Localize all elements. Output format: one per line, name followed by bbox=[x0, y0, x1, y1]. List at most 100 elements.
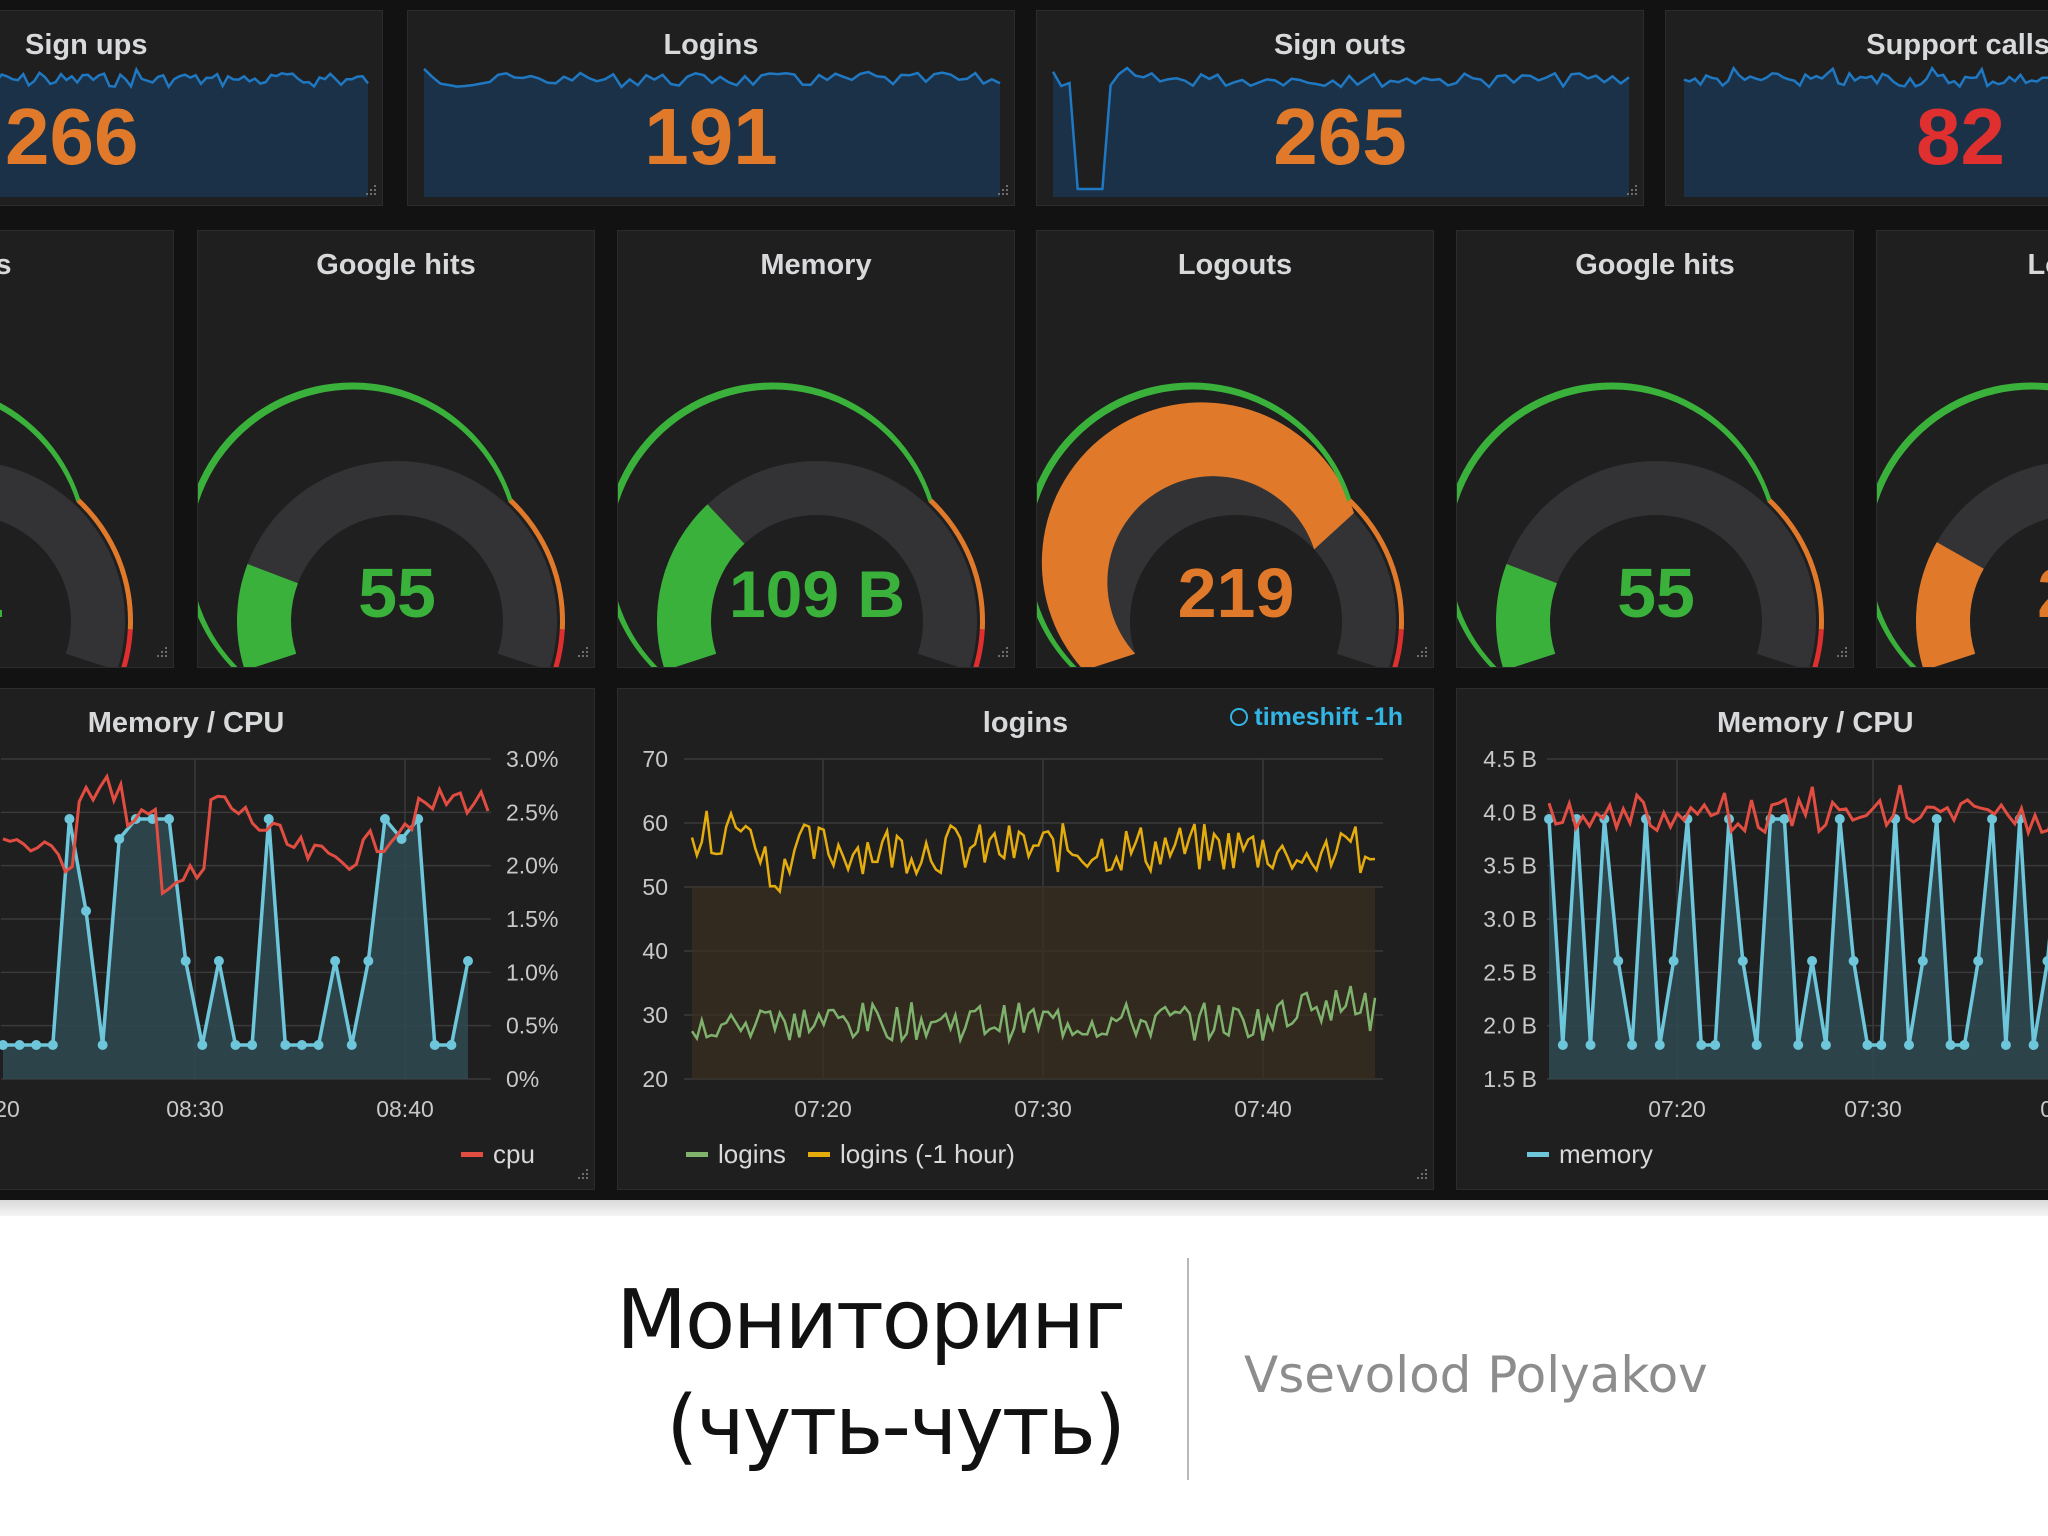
gauge-threshold-orange bbox=[1347, 498, 1404, 630]
legend-item-logins-1h[interactable]: logins (-1 hour) bbox=[808, 1139, 1015, 1170]
graph-panel-memory-cpu-left[interactable]: Memory / CPU 3.0% 2.5% 2.0% 1.5% 1.0% 0.5% 0% 0… bbox=[0, 688, 595, 1190]
gauge-fill bbox=[656, 504, 745, 667]
memory-point bbox=[1557, 1040, 1568, 1050]
stat-panel-logins[interactable]: Logins 191 bbox=[407, 10, 1015, 206]
memory-line bbox=[1547, 817, 2048, 1047]
y-tick-label: 3.5 B bbox=[1483, 853, 1537, 879]
gauge-panel-google-hits-2[interactable]: Google hits 55 bbox=[1456, 230, 1854, 668]
graph-panel-memory-cpu-right[interactable]: Memory / CPU 4.5 B 4.0 B 3.5 B 3.0 B 2.5 B 2.… bbox=[1456, 688, 2048, 1190]
gauge-panel-logins-2[interactable]: Logins 21 bbox=[1876, 230, 2048, 668]
gauge-background bbox=[1496, 461, 1816, 667]
memory-point bbox=[1585, 1040, 1596, 1050]
divider bbox=[1187, 1258, 1189, 1480]
memory-area bbox=[3, 819, 468, 1079]
memory-point bbox=[31, 1040, 42, 1050]
panel-title: Support calls bbox=[1866, 29, 2048, 61]
stat-panel-support-calls[interactable]: Support calls 82 bbox=[1665, 10, 2048, 206]
legend-label: logins (-1 hour) bbox=[840, 1139, 1015, 1169]
cpu-line bbox=[2, 773, 490, 897]
gauge-panel-memory[interactable]: Memory 109 B bbox=[617, 230, 1015, 668]
gauge-panel-logouts[interactable]: Logouts 219 bbox=[1036, 230, 1434, 668]
resize-handle[interactable] bbox=[1413, 1169, 1427, 1183]
y-tick-label: 1.5 B bbox=[1483, 1066, 1537, 1092]
sparkline-line bbox=[1683, 65, 2048, 89]
graph: 70 60 50 40 30 20 07:20 07:30 07:40 bbox=[642, 746, 1383, 1122]
gauge: 21 bbox=[0, 402, 133, 667]
stat-panel-sign-ups[interactable]: Sign ups 266 bbox=[0, 10, 383, 206]
legend-item-cpu[interactable]: cpu bbox=[461, 1139, 535, 1170]
y-tick-label: 4.0 B bbox=[1483, 799, 1537, 825]
memory-point bbox=[197, 1040, 208, 1050]
gauge-threshold-red bbox=[973, 629, 985, 667]
gauge: 109 B bbox=[618, 382, 985, 667]
memory-point bbox=[396, 834, 407, 844]
stat-value: 265 bbox=[1273, 92, 1407, 181]
slide-author: Vsevolod Polyakov bbox=[1244, 1346, 1708, 1404]
memory-point bbox=[1779, 814, 1790, 824]
y-tick-label: 0% bbox=[506, 1066, 539, 1092]
resize-handle[interactable] bbox=[994, 647, 1008, 661]
gauge-fill bbox=[1916, 542, 1984, 667]
stat-value: 191 bbox=[644, 92, 778, 181]
gauge-threshold-orange bbox=[508, 498, 565, 630]
stat-panel-sign-outs[interactable]: Sign outs 265 bbox=[1036, 10, 1644, 206]
x-tick-label: 07:30 bbox=[1844, 1096, 1902, 1122]
gauge-threshold-orange bbox=[928, 498, 985, 630]
memory-point bbox=[263, 814, 274, 824]
resize-handle[interactable] bbox=[362, 185, 376, 199]
memory-point bbox=[230, 1040, 241, 1050]
sparkline bbox=[0, 66, 369, 197]
panel-title: Logins bbox=[0, 249, 173, 282]
resize-handle[interactable] bbox=[1623, 185, 1637, 199]
x-tick-label: 08:20 bbox=[0, 1096, 20, 1122]
memory-point bbox=[1696, 1040, 1707, 1050]
memory-point bbox=[1959, 1040, 1970, 1050]
memory-point bbox=[14, 1040, 25, 1050]
resize-handle[interactable] bbox=[153, 647, 167, 661]
gauge-value: 21 bbox=[2037, 554, 2048, 632]
memory-point bbox=[64, 814, 75, 824]
gauge-panel-logins[interactable]: Logins 21 bbox=[0, 230, 174, 668]
x-tick-label: 07:30 bbox=[1014, 1096, 1072, 1122]
y-tick-label: 3.0% bbox=[506, 746, 558, 772]
sparkline-area bbox=[1684, 68, 2048, 197]
graph: 3.0% 2.5% 2.0% 1.5% 1.0% 0.5% 0% 08:20 08:30 08:4… bbox=[0, 746, 558, 1122]
memory-point bbox=[114, 834, 125, 844]
memory-point bbox=[1917, 956, 1928, 966]
graph-panel-logins[interactable]: logins timeshift -1h 70 60 50 40 30 20 07:20 07… bbox=[617, 688, 1434, 1190]
gauge-threshold-orange bbox=[1767, 498, 1824, 630]
resize-handle[interactable] bbox=[994, 185, 1008, 199]
gauge: 21 bbox=[1877, 382, 2048, 667]
resize-handle[interactable] bbox=[574, 647, 588, 661]
legend-item-logins[interactable]: logins bbox=[686, 1139, 786, 1170]
legend-item-memory[interactable]: memory bbox=[1527, 1139, 1653, 1170]
legend-label: memory bbox=[1559, 1139, 1653, 1169]
memory-point bbox=[1737, 956, 1748, 966]
gauge-background bbox=[657, 461, 977, 667]
y-tick-label: 70 bbox=[642, 746, 668, 772]
sparkline bbox=[423, 67, 1001, 197]
memory-point bbox=[1627, 1040, 1638, 1050]
x-tick-label: 07:40 bbox=[1234, 1096, 1292, 1122]
legend-swatch bbox=[1527, 1151, 1549, 1157]
cpu-line bbox=[1547, 784, 2048, 838]
memory-point bbox=[330, 956, 341, 966]
sparkline-line bbox=[0, 66, 369, 90]
resize-handle[interactable] bbox=[574, 1169, 588, 1183]
memory-point bbox=[81, 906, 92, 916]
resize-handle[interactable] bbox=[1413, 647, 1427, 661]
gauge-threshold-orange bbox=[76, 498, 133, 630]
gauge-fill bbox=[1496, 563, 1557, 667]
gauge-threshold-red bbox=[121, 629, 133, 667]
gauge-panel-google-hits[interactable]: Google hits 55 bbox=[197, 230, 595, 668]
memory-point bbox=[313, 1040, 324, 1050]
memory-point bbox=[1834, 814, 1845, 824]
memory-point bbox=[1945, 1040, 1956, 1050]
panel-title: logins bbox=[982, 707, 1069, 739]
memory-point bbox=[2028, 1040, 2039, 1050]
gauge-value: 55 bbox=[358, 554, 436, 632]
sparkline bbox=[1683, 65, 2048, 197]
memory-point bbox=[1848, 956, 1859, 966]
gauge: 55 bbox=[198, 382, 565, 667]
resize-handle[interactable] bbox=[1833, 647, 1847, 661]
